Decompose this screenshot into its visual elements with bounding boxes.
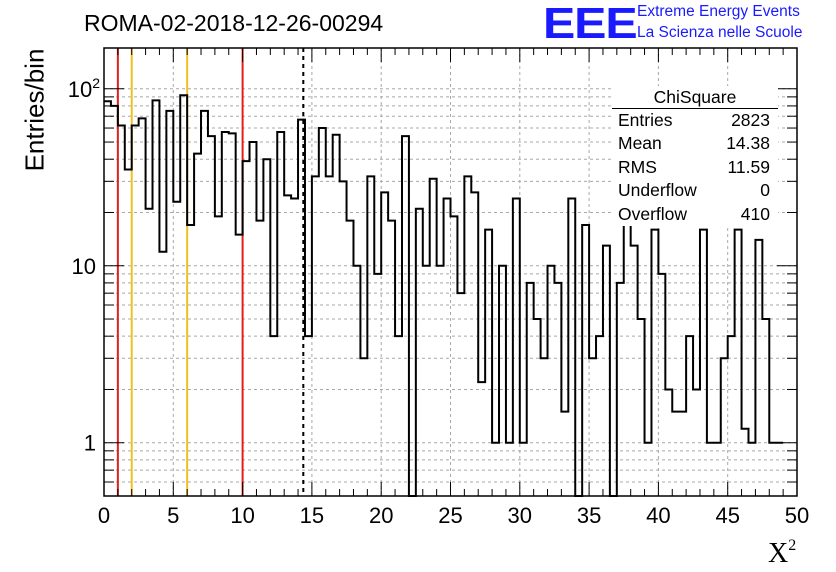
stats-label: Mean bbox=[618, 133, 662, 154]
stats-label: Entries bbox=[618, 110, 673, 130]
x-tick-label: 25 bbox=[438, 503, 462, 528]
stats-label: Overflow bbox=[618, 203, 688, 224]
stats-row-overflow: Overflow 410 bbox=[612, 203, 778, 226]
x-tick-label: 15 bbox=[300, 503, 324, 528]
x-tick-label: 40 bbox=[646, 503, 670, 528]
stats-row-underflow: Underflow 0 bbox=[612, 179, 778, 202]
x-tick-label: 50 bbox=[785, 503, 809, 528]
stats-value: 0 bbox=[760, 180, 770, 201]
x-tick-label: 35 bbox=[577, 503, 601, 528]
x-tick-label: 30 bbox=[508, 503, 532, 528]
y-tick-label: 10 bbox=[72, 254, 96, 279]
stats-row-entries: Entries 2823 bbox=[612, 109, 778, 132]
y-tick-label-sup: 2 bbox=[92, 75, 100, 91]
y-tick-label: 1 bbox=[84, 431, 96, 456]
y-axis-label: Entries/bin bbox=[19, 48, 50, 172]
x-axis-label-sup: 2 bbox=[788, 536, 797, 554]
logo-text-line2: La Scienza nelle Scuole bbox=[637, 24, 803, 41]
stats-value: 11.59 bbox=[727, 156, 771, 177]
x-tick-label: 5 bbox=[167, 503, 179, 528]
x-tick-label: 10 bbox=[230, 503, 254, 528]
x-tick-label: 20 bbox=[369, 503, 393, 528]
stats-label: Underflow bbox=[618, 180, 697, 201]
eee-logo: EEE bbox=[543, 0, 638, 48]
x-tick-label: 45 bbox=[715, 503, 739, 528]
histogram-line bbox=[104, 94, 784, 497]
stats-title: ChiSquare bbox=[612, 86, 778, 109]
stats-row-mean: Mean 14.38 bbox=[612, 132, 778, 155]
stats-value: 410 bbox=[740, 203, 770, 224]
stats-box: ChiSquare Entries 2823 Mean 14.38 RMS 11… bbox=[612, 86, 778, 227]
x-tick-label: 0 bbox=[98, 503, 110, 528]
logo-text-line1: Extreme Energy Events bbox=[637, 3, 800, 20]
stats-value: 2823 bbox=[731, 110, 770, 130]
chart-title: ROMA-02-2018-12-26-00294 bbox=[84, 10, 384, 36]
stats-value: 14.38 bbox=[726, 133, 770, 154]
x-axis-label-base: X bbox=[768, 538, 789, 569]
stats-label: RMS bbox=[618, 156, 657, 177]
axes bbox=[103, 47, 798, 497]
x-axis-label: X2 bbox=[768, 536, 797, 570]
y-tick-label-base: 10 bbox=[68, 77, 92, 102]
stats-row-rms: RMS 11.59 bbox=[612, 156, 778, 179]
reference-lines bbox=[116, 48, 305, 496]
y-tick-label: 102 bbox=[68, 75, 100, 102]
histogram-series bbox=[104, 94, 784, 497]
